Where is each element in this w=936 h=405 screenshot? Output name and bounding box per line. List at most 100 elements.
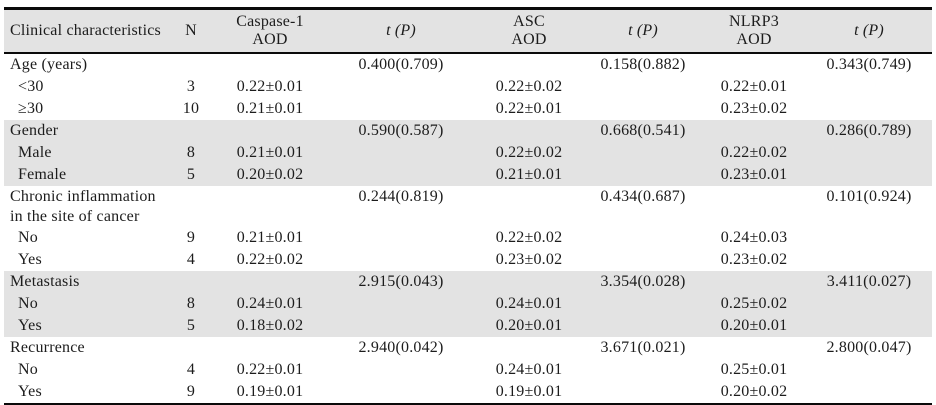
- table-row: ≥30 10 0.21±0.01 0.22±0.01 0.23±0.02: [4, 98, 932, 120]
- table-cell: 0.23±0.02: [495, 251, 563, 268]
- row-label-cell: Gender: [10, 122, 59, 139]
- table-cell: 4: [186, 251, 196, 268]
- table-cell: 0.21±0.01: [236, 100, 304, 117]
- row-label-cell: Yes: [18, 383, 42, 400]
- table-cell: [474, 337, 584, 359]
- column-header: Caspase-1 AOD: [212, 8, 328, 54]
- table-cell: 0.244(0.819): [358, 188, 444, 205]
- row-label-cell: Age (years): [10, 56, 88, 73]
- column-header: N: [170, 8, 212, 54]
- table-cell: 2.940(0.042): [358, 339, 444, 356]
- table-cell: 5: [186, 166, 196, 183]
- table-row: Yes 5 0.18±0.02 0.20±0.01 0.20±0.01: [4, 315, 932, 337]
- table-cell: [584, 315, 702, 337]
- table-cell: 9: [186, 229, 196, 246]
- table-cell: 0.590(0.587): [358, 122, 444, 139]
- table-cell: [328, 76, 474, 98]
- table-cell: [702, 271, 806, 293]
- table-cell: 0.22±0.02: [495, 144, 563, 161]
- table-row: Yes 4 0.22±0.02 0.23±0.02 0.23±0.02: [4, 249, 932, 271]
- table-cell: [702, 186, 806, 227]
- table-cell: 0.23±0.02: [720, 100, 788, 117]
- table-cell: 0.20±0.01: [720, 317, 788, 334]
- table-cell: [170, 186, 212, 227]
- table-row: No 8 0.24±0.01 0.24±0.01 0.25±0.02: [4, 293, 932, 315]
- table-cell: 0.24±0.01: [495, 295, 563, 312]
- table-cell: 0.158(0.882): [600, 56, 686, 73]
- table-cell: 0.19±0.01: [495, 383, 563, 400]
- table-row: No 9 0.21±0.01 0.22±0.02 0.24±0.03: [4, 227, 932, 249]
- table-cell: [584, 76, 702, 98]
- row-label-cell: Metastasis: [10, 273, 80, 290]
- table-cell: 0.20±0.02: [236, 166, 304, 183]
- table-cell: [328, 315, 474, 337]
- table-cell: 4: [186, 361, 196, 378]
- table-cell: [806, 227, 932, 249]
- table-cell: 0.22±0.01: [236, 361, 304, 378]
- table-cell: [474, 53, 584, 76]
- table-cell: 10: [182, 100, 200, 117]
- table-cell: 0.668(0.541): [600, 122, 686, 139]
- table-cell: [328, 249, 474, 271]
- table-row: Chronic inflammation in the site of canc…: [4, 186, 932, 227]
- table-cell: 0.400(0.709): [358, 56, 444, 73]
- table-cell: 0.20±0.01: [495, 317, 563, 334]
- table-cell: [806, 164, 932, 186]
- table-cell: [584, 249, 702, 271]
- table-cell: 3.411(0.027): [826, 273, 912, 290]
- table-cell: [328, 293, 474, 315]
- table-cell: [584, 98, 702, 120]
- row-label-cell: Recurrence: [10, 339, 85, 356]
- table-cell: 8: [186, 295, 196, 312]
- table-cell: [328, 227, 474, 249]
- table-cell: 0.22±0.02: [236, 251, 304, 268]
- table-cell: [584, 293, 702, 315]
- row-label-cell: No: [18, 295, 38, 312]
- table-cell: [170, 337, 212, 359]
- table-header-row: Clinical characteristics N Caspase-1 AOD t …: [4, 8, 932, 54]
- table-row: No 4 0.22±0.01 0.24±0.01 0.25±0.01: [4, 359, 932, 381]
- table-cell: 0.25±0.02: [720, 295, 788, 312]
- table-cell: 2.915(0.043): [358, 273, 444, 290]
- table-cell: 0.22±0.02: [495, 229, 563, 246]
- table-cell: [212, 337, 328, 359]
- table-cell: 0.20±0.02: [720, 383, 788, 400]
- table-cell: [212, 271, 328, 293]
- table-cell: [584, 359, 702, 381]
- table-cell: 0.22±0.01: [720, 78, 788, 95]
- table-row: <30 3 0.22±0.01 0.22±0.02 0.22±0.01: [4, 76, 932, 98]
- table-cell: 0.25±0.01: [720, 361, 788, 378]
- table-cell: [702, 337, 806, 359]
- table-row: Recurrence 2.940(0.042) 3.671(0.021) 2.800(…: [4, 337, 932, 359]
- table-cell: 0.286(0.789): [826, 122, 912, 139]
- clinical-characteristics-table: Clinical characteristics N Caspase-1 AOD t …: [4, 7, 932, 405]
- table-cell: [806, 359, 932, 381]
- table-cell: [328, 164, 474, 186]
- table-cell: 2.800(0.047): [826, 339, 912, 356]
- table-cell: [474, 271, 584, 293]
- table-cell: 0.18±0.02: [236, 317, 304, 334]
- table-cell: 0.22±0.02: [495, 78, 563, 95]
- row-label-cell: ≥30: [18, 100, 44, 117]
- table-cell: [170, 271, 212, 293]
- table-cell: 3.671(0.021): [600, 339, 686, 356]
- table-cell: [806, 293, 932, 315]
- row-label-cell: No: [18, 361, 38, 378]
- table-row: Female 5 0.20±0.02 0.21±0.01 0.23±0.01: [4, 164, 932, 186]
- table-cell: 0.434(0.687): [600, 188, 686, 205]
- table-cell: [474, 120, 584, 142]
- row-label-cell: <30: [18, 78, 44, 95]
- table-cell: [328, 98, 474, 120]
- table-cell: 0.22±0.01: [495, 100, 563, 117]
- table-row: Gender 0.590(0.587) 0.668(0.541) 0.286(0.78…: [4, 120, 932, 142]
- table-cell: 9: [186, 383, 196, 400]
- table-cell: [212, 120, 328, 142]
- table-cell: [328, 381, 474, 404]
- table-cell: [702, 53, 806, 76]
- column-header-clinical-characteristics: Clinical characteristics: [4, 8, 170, 54]
- table-cell: [584, 227, 702, 249]
- row-label-cell: Yes: [18, 317, 42, 334]
- table-cell: 0.21±0.01: [495, 166, 563, 183]
- table-cell: 0.24±0.01: [236, 295, 304, 312]
- table-header: Clinical characteristics N Caspase-1 AOD t …: [4, 8, 932, 54]
